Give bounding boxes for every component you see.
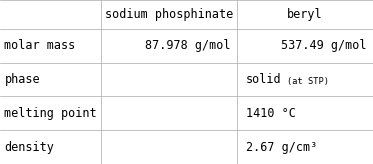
Text: (at STP): (at STP) — [287, 77, 329, 86]
Text: 2.67 g/cm³: 2.67 g/cm³ — [246, 141, 317, 154]
Text: beryl: beryl — [287, 8, 323, 21]
Text: melting point: melting point — [4, 107, 97, 120]
Text: density: density — [4, 141, 54, 154]
Text: molar mass: molar mass — [4, 39, 76, 52]
Text: 537.49 g/mol: 537.49 g/mol — [281, 39, 366, 52]
Text: 87.978 g/mol: 87.978 g/mol — [145, 39, 230, 52]
Text: solid: solid — [246, 73, 282, 86]
Text: 1410 °C: 1410 °C — [246, 107, 296, 120]
Text: sodium phosphinate: sodium phosphinate — [105, 8, 233, 21]
Text: phase: phase — [4, 73, 40, 86]
